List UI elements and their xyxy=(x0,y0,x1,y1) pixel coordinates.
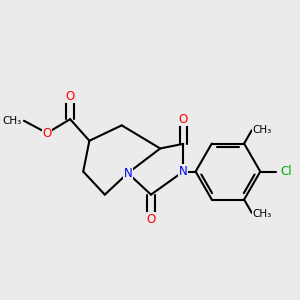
Text: CH₃: CH₃ xyxy=(252,125,272,135)
Text: N: N xyxy=(124,167,132,180)
Text: O: O xyxy=(179,113,188,126)
Text: Cl: Cl xyxy=(280,165,292,178)
Text: O: O xyxy=(65,90,75,103)
Text: O: O xyxy=(146,213,156,226)
Text: CH₃: CH₃ xyxy=(252,209,272,219)
Text: N: N xyxy=(179,165,188,178)
Text: CH₃: CH₃ xyxy=(3,116,22,126)
Text: O: O xyxy=(42,127,52,140)
